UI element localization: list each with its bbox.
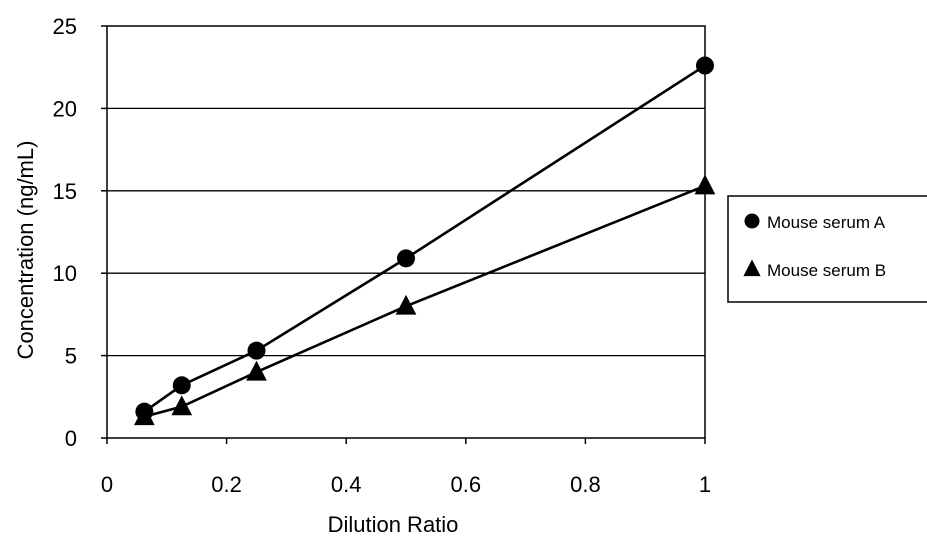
legend-marker-0 bbox=[744, 213, 760, 229]
x-tick-label-0: 0 bbox=[101, 472, 113, 497]
x-tick-label-2: 0.4 bbox=[331, 472, 362, 497]
series-0-point-4 bbox=[696, 56, 714, 75]
gridlines bbox=[107, 107, 705, 357]
x-tick-label-1: 0.2 bbox=[211, 472, 242, 497]
y-axis-title: Concentration (ng/mL) bbox=[13, 141, 38, 360]
y-tick-label-0: 0 bbox=[65, 426, 77, 451]
series-1-point-0 bbox=[134, 405, 155, 426]
y-tick-label-4: 20 bbox=[53, 96, 77, 121]
x-axis-title: Dilution Ratio bbox=[328, 512, 459, 537]
series-0-line bbox=[143, 64, 706, 413]
y-tick-label-1: 5 bbox=[65, 344, 77, 369]
x-tick-label-4: 0.8 bbox=[570, 472, 601, 497]
y-tick-label-2: 10 bbox=[53, 261, 77, 286]
series-1-point-4 bbox=[694, 174, 716, 195]
legend-label-1: Mouse serum B bbox=[767, 261, 886, 280]
series-0-point-1 bbox=[172, 376, 191, 395]
series-1 bbox=[134, 174, 716, 426]
series-0 bbox=[135, 56, 714, 421]
x-tick-label-3: 0.6 bbox=[451, 472, 482, 497]
x-axis-ticks: 0 0.2 0.4 0.6 0.8 1 bbox=[101, 438, 711, 497]
series-0-point-3 bbox=[397, 249, 415, 268]
legend-marker-1 bbox=[743, 259, 761, 277]
series bbox=[134, 56, 716, 426]
y-tick-label-5: 25 bbox=[53, 14, 77, 39]
x-tick-label-5: 1 bbox=[699, 472, 711, 497]
y-tick-label-3: 15 bbox=[53, 179, 77, 204]
legend-label-0: Mouse serum A bbox=[767, 213, 886, 232]
series-1-point-2 bbox=[246, 360, 267, 381]
series-1-line bbox=[144, 184, 706, 418]
legend: Mouse serum A Mouse serum B bbox=[727, 195, 927, 303]
plot-area-frame bbox=[106, 25, 706, 439]
legend-box bbox=[727, 195, 927, 303]
series-0-point-2 bbox=[247, 341, 266, 360]
series-1-point-1 bbox=[171, 395, 193, 416]
series-1-point-3 bbox=[395, 294, 417, 315]
y-axis-ticks: 0 5 10 15 20 25 bbox=[53, 14, 107, 451]
